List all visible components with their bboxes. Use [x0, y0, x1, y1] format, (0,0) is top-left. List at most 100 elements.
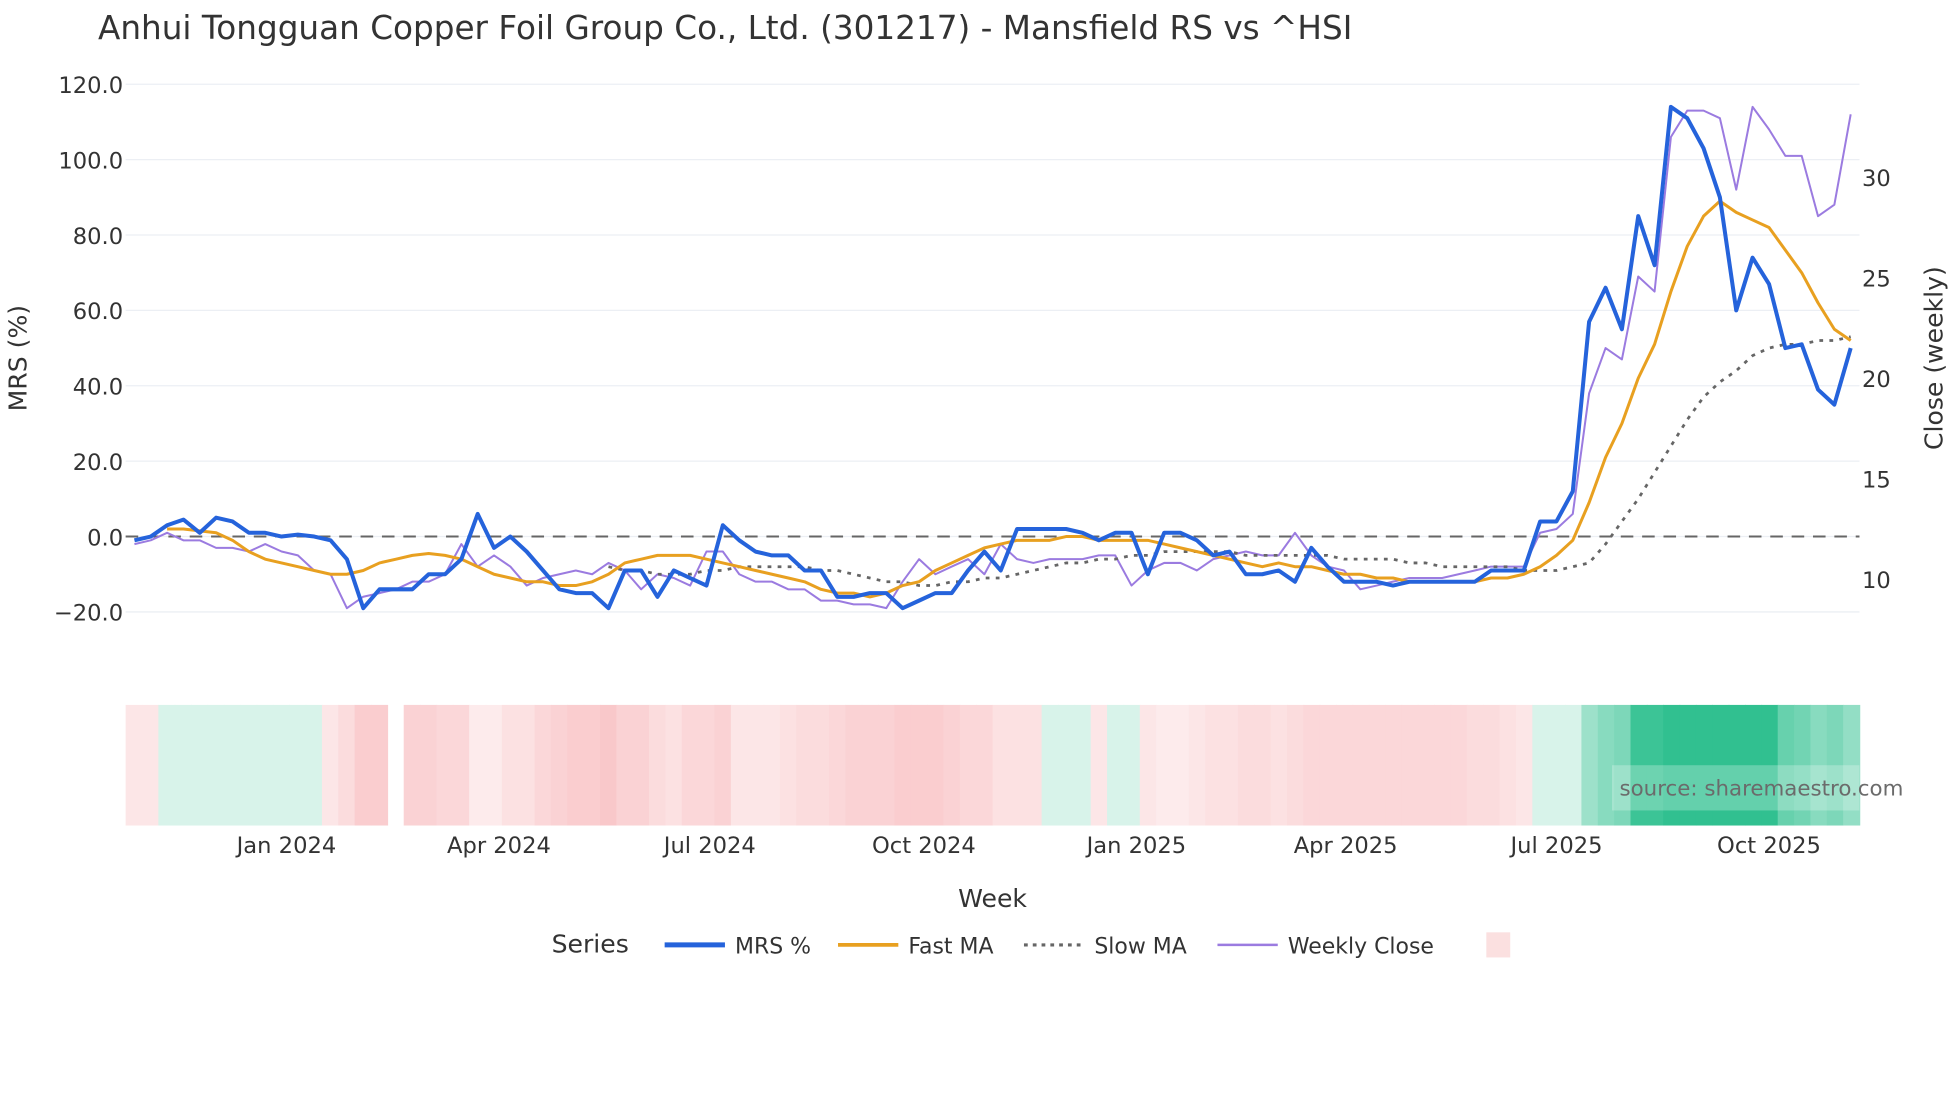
heat-cell — [141, 704, 160, 826]
heat-cell — [1270, 704, 1288, 826]
heat-cell — [1319, 704, 1337, 826]
heat-cell — [632, 704, 650, 826]
heat-cell — [1679, 704, 1697, 826]
heat-cell — [354, 704, 372, 826]
series-line-mrs — [133, 104, 1853, 611]
heat-cell — [747, 704, 765, 826]
heat-cell — [1597, 704, 1615, 826]
heat-cell — [272, 704, 290, 826]
heat-cell — [1663, 704, 1681, 826]
heat-cell — [1041, 704, 1059, 826]
heat-cell — [1057, 704, 1076, 826]
legend-item-fast-ma[interactable]: Fast MA — [838, 935, 993, 960]
heat-cell — [681, 704, 699, 826]
heat-cell — [1548, 704, 1566, 826]
heat-cell — [1401, 704, 1419, 826]
heat-cell — [174, 704, 192, 826]
legend-item-slow-ma[interactable]: Slow MA — [1023, 935, 1187, 960]
heat-cell — [485, 704, 503, 826]
heat-cell — [403, 704, 421, 826]
left-y-ticks: 120.0 100.0 80.0 60.0 40.0 20.0 0.0 −20.0 — [54, 73, 123, 627]
heat-cell — [1695, 704, 1714, 826]
svg-text:MRS %: MRS % — [735, 935, 811, 960]
heat-cell — [976, 704, 994, 826]
heat-cell — [207, 704, 225, 826]
heat-cell — [420, 704, 438, 826]
heat-cell — [191, 704, 209, 826]
heat-cell — [1744, 704, 1763, 826]
heat-cell — [1466, 704, 1485, 826]
heat-cell — [1581, 704, 1599, 826]
heat-cell — [305, 704, 323, 826]
heat-cell — [796, 704, 814, 826]
heat-cell — [1008, 704, 1027, 826]
heat-cell — [599, 704, 618, 826]
heat-cell — [1172, 704, 1190, 826]
legend-title: Series — [552, 929, 629, 958]
heat-cell — [1843, 704, 1861, 826]
heat-cell — [845, 704, 863, 826]
heat-cell — [1712, 704, 1730, 826]
y-axis-right-title: Close (weekly) — [1919, 266, 1948, 450]
heat-cell — [1794, 704, 1812, 826]
y-tick-label-left: 0.0 — [87, 525, 123, 551]
heat-cell — [370, 704, 389, 826]
heat-cell — [1139, 704, 1157, 826]
x-tick-label: Jul 2025 — [1508, 833, 1602, 859]
heat-cell — [1123, 704, 1141, 826]
heat-cell — [665, 704, 683, 826]
heatmap-band — [125, 704, 1861, 826]
heat-cell — [1336, 704, 1354, 826]
series-line-fast-ma — [167, 199, 1852, 599]
heat-cell — [125, 704, 143, 826]
heat-cell — [452, 704, 470, 826]
series-line-weekly-close — [134, 105, 1852, 610]
heat-cell — [828, 704, 847, 826]
heat-cell — [158, 704, 176, 826]
y-tick-label-right: 25 — [1862, 267, 1891, 293]
series-lines — [133, 104, 1853, 611]
heat-cell — [1205, 704, 1223, 826]
y-tick-label-left: −20.0 — [54, 601, 123, 627]
svg-text:Weekly Close: Weekly Close — [1288, 935, 1434, 960]
heat-cell — [1565, 704, 1583, 826]
heat-cell — [1221, 704, 1239, 826]
heat-cell — [567, 704, 585, 826]
heat-cell — [256, 704, 274, 826]
heat-cell — [927, 704, 945, 826]
heat-cell — [959, 704, 977, 826]
x-tick-label: Oct 2025 — [1717, 833, 1821, 859]
y-tick-label-right: 30 — [1862, 166, 1891, 192]
y-tick-label-left: 100.0 — [58, 148, 123, 174]
right-y-ticks: 30 25 20 15 10 — [1862, 166, 1891, 594]
y-tick-label-left: 60.0 — [73, 299, 123, 325]
x-tick-label: Jul 2024 — [662, 833, 756, 859]
chart-title: Anhui Tongguan Copper Foil Group Co., Lt… — [98, 9, 1352, 47]
heat-cell — [289, 704, 307, 826]
heat-cell — [1614, 704, 1632, 826]
heat-cell — [338, 704, 356, 826]
heat-cell — [1385, 704, 1403, 826]
heat-cell — [1630, 704, 1648, 826]
heat-cell — [1303, 704, 1321, 826]
heat-cell — [1074, 704, 1092, 826]
heat-cell — [649, 704, 667, 826]
legend-item-mrs[interactable]: MRS % — [664, 935, 811, 960]
heat-cell — [469, 704, 487, 826]
heat-cell — [1188, 704, 1206, 826]
y-tick-label-right: 15 — [1862, 468, 1891, 494]
legend-item-heat-swatch[interactable] — [1486, 932, 1511, 958]
heat-cell — [1728, 704, 1746, 826]
heat-cell — [910, 704, 928, 826]
heat-cell — [992, 704, 1010, 826]
heat-cell — [223, 704, 241, 826]
x-tick-label: Jan 2024 — [235, 833, 337, 859]
heat-cell — [861, 704, 879, 826]
heat-cell — [1254, 704, 1272, 826]
x-ticks: Jan 2024 Apr 2024 Jul 2024 Oct 2024 Jan 2025… — [235, 833, 1821, 859]
legend-item-weekly-close[interactable]: Weekly Close — [1217, 935, 1434, 960]
x-axis-title: Week — [958, 884, 1027, 913]
heat-cell — [321, 704, 340, 826]
gridlines — [125, 83, 1860, 613]
heat-cell — [1761, 704, 1779, 826]
